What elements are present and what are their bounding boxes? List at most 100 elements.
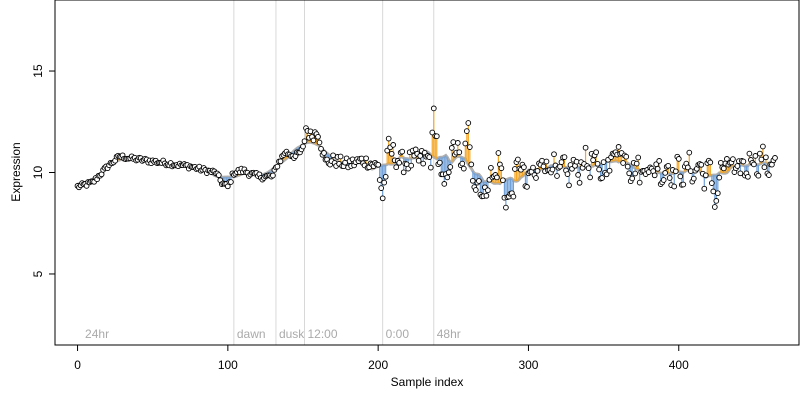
- data-point: [623, 153, 630, 160]
- data-point: [566, 182, 572, 189]
- data-point: [390, 142, 397, 148]
- data-point: [445, 169, 452, 176]
- data-point: [447, 164, 454, 170]
- data-point: [466, 144, 473, 150]
- corner-label: 24hr: [85, 327, 109, 341]
- event-label-0: dawn: [237, 327, 266, 341]
- data-point: [596, 166, 602, 173]
- data-point: [680, 181, 687, 188]
- data-point: [472, 187, 479, 193]
- data-point: [752, 153, 759, 159]
- data-point: [381, 179, 388, 186]
- data-point: [462, 140, 469, 147]
- data-point: [337, 153, 344, 160]
- data-point: [603, 171, 610, 178]
- data-point: [469, 177, 476, 184]
- data-point: [624, 163, 631, 170]
- x-tick-label: 300: [518, 358, 538, 372]
- data-point: [463, 128, 470, 134]
- data-point: [426, 154, 433, 160]
- data-point: [740, 158, 747, 165]
- y-tick-label: 15: [31, 64, 45, 78]
- data-point: [300, 143, 306, 150]
- data-point: [376, 177, 383, 183]
- data-point: [456, 149, 463, 156]
- data-points: [74, 105, 778, 211]
- data-point: [660, 177, 667, 183]
- data-point: [590, 157, 596, 163]
- x-tick-label: 400: [669, 358, 689, 372]
- data-point: [277, 158, 284, 165]
- data-point: [549, 166, 556, 173]
- data-point: [460, 165, 467, 172]
- data-point: [503, 204, 509, 211]
- data-point: [316, 139, 323, 146]
- data-point: [441, 181, 448, 187]
- data-point: [558, 159, 565, 165]
- data-point: [551, 151, 557, 158]
- data-point: [388, 150, 395, 157]
- data-point: [724, 156, 730, 162]
- data-point: [534, 168, 541, 174]
- data-point: [575, 172, 581, 178]
- data-point: [498, 165, 505, 172]
- data-point: [716, 174, 723, 181]
- data-point: [444, 174, 451, 181]
- data-point: [761, 164, 768, 171]
- data-point: [675, 156, 682, 162]
- data-point: [488, 164, 494, 171]
- data-point: [483, 192, 490, 199]
- data-point: [666, 175, 673, 181]
- data-point: [651, 172, 658, 179]
- data-point: [430, 105, 437, 112]
- data-point: [468, 161, 475, 168]
- data-point: [585, 165, 592, 172]
- data-point: [684, 164, 691, 171]
- data-point: [375, 161, 382, 168]
- data-point: [427, 164, 434, 171]
- data-point: [714, 190, 721, 197]
- x-axis-label: Sample index: [391, 375, 464, 389]
- data-point: [436, 159, 443, 166]
- data-point: [521, 164, 527, 171]
- data-point: [636, 179, 643, 186]
- data-point: [540, 163, 547, 170]
- data-point: [533, 175, 539, 181]
- data-point: [599, 175, 605, 181]
- data-point: [594, 160, 601, 167]
- data-point: [495, 150, 502, 156]
- data-point: [543, 158, 550, 165]
- data-point: [274, 163, 281, 170]
- x-tick-label: 200: [368, 358, 388, 372]
- data-point: [510, 193, 517, 200]
- data-point: [318, 145, 324, 152]
- data-point: [465, 120, 472, 126]
- y-tick-label: 5: [31, 270, 45, 277]
- data-point: [515, 156, 521, 163]
- data-point: [629, 175, 636, 182]
- data-point: [746, 150, 753, 157]
- x-tick-label: 100: [218, 358, 238, 372]
- y-axis-label: Expression: [9, 142, 23, 201]
- data-point: [321, 150, 327, 156]
- data-point: [615, 144, 622, 150]
- data-point: [429, 129, 436, 136]
- data-point: [656, 158, 663, 164]
- data-point: [711, 204, 718, 210]
- data-point: [399, 148, 406, 155]
- data-point: [593, 149, 599, 156]
- data-point: [415, 157, 422, 164]
- data-point: [751, 161, 757, 168]
- data-point: [772, 155, 778, 161]
- data-point: [606, 167, 613, 174]
- data-point: [690, 175, 697, 182]
- data-point: [717, 159, 724, 166]
- data-point: [459, 160, 466, 167]
- data-point: [378, 185, 385, 191]
- data-point: [757, 150, 763, 157]
- y-axis: 5 10 15: [31, 64, 56, 277]
- data-point: [620, 160, 626, 166]
- data-point: [385, 135, 392, 142]
- data-point: [433, 133, 440, 140]
